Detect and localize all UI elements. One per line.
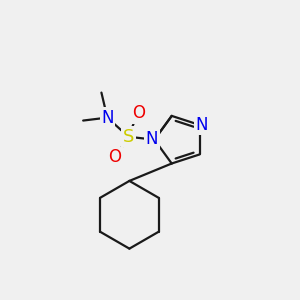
Text: S: S [123,128,134,146]
Text: O: O [132,104,145,122]
Text: O: O [108,148,121,166]
Text: N: N [146,130,158,148]
Text: N: N [101,109,114,127]
Text: N: N [196,116,208,134]
